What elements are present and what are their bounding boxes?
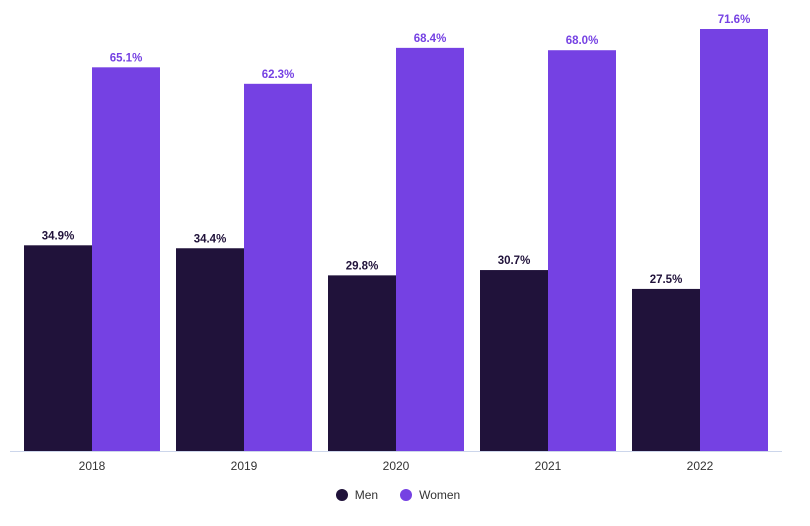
- data-label-women-2019: 62.3%: [262, 69, 295, 81]
- data-label-women-2018: 65.1%: [110, 52, 143, 64]
- legend-dot-men: [335, 489, 348, 501]
- bar-men-2021: [480, 270, 548, 451]
- data-label-men-2020: 29.8%: [346, 260, 379, 272]
- legend-label-women: Women: [419, 488, 461, 502]
- bar-men-2022: [632, 288, 700, 451]
- x-tick-label: 2019: [231, 459, 258, 473]
- x-tick-label: 2018: [79, 459, 106, 473]
- bar-men-2018: [24, 245, 92, 451]
- data-label-women-2021: 68.0%: [566, 35, 599, 47]
- bar-women-2018: [92, 67, 160, 451]
- bar-women-2019: [244, 83, 312, 451]
- bar-women-2022: [700, 29, 768, 451]
- data-label-women-2022: 71.6%: [718, 14, 751, 26]
- x-tick-label: 2022: [687, 459, 714, 473]
- bar-women-2020: [396, 47, 464, 451]
- x-tick-label: 2020: [383, 459, 410, 473]
- data-label-women-2020: 68.4%: [414, 33, 447, 45]
- x-tick-label: 2021: [535, 459, 562, 473]
- data-label-men-2021: 30.7%: [498, 255, 531, 267]
- legend: Men Women: [0, 488, 796, 502]
- bar-women-2021: [548, 50, 616, 452]
- data-label-men-2022: 27.5%: [650, 274, 683, 286]
- bar-men-2020: [328, 275, 396, 451]
- legend-item-men[interactable]: Men: [335, 488, 379, 502]
- data-label-men-2018: 34.9%: [42, 230, 75, 242]
- legend-dot-women: [400, 489, 413, 501]
- legend-item-women[interactable]: Women: [400, 488, 460, 502]
- legend-label-men: Men: [354, 488, 379, 502]
- data-label-men-2019: 34.4%: [194, 233, 227, 245]
- bar-men-2019: [176, 248, 244, 451]
